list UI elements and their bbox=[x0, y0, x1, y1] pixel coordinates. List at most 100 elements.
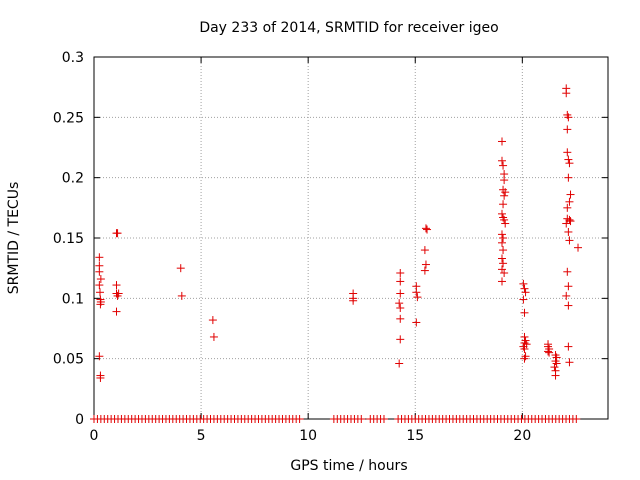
data-point bbox=[565, 236, 574, 245]
data-point bbox=[551, 371, 560, 380]
data-point bbox=[396, 277, 405, 286]
y-tick-labels: 0 0.05 0.1 0.15 0.2 0.25 0.3 bbox=[53, 50, 84, 428]
data-point bbox=[520, 284, 529, 293]
data-point bbox=[423, 225, 432, 234]
data-point bbox=[112, 281, 121, 290]
chart-title: Day 233 of 2014, SRMTID for receiver ige… bbox=[199, 20, 498, 36]
data-point bbox=[565, 358, 574, 367]
data-points bbox=[90, 84, 583, 423]
data-point bbox=[564, 301, 573, 310]
y-tick-label: 0.2 bbox=[62, 171, 84, 187]
data-point bbox=[379, 415, 388, 423]
x-tick-labels: 0 5 10 15 20 bbox=[90, 428, 532, 444]
data-point bbox=[564, 113, 573, 122]
data-point bbox=[545, 348, 554, 357]
data-point bbox=[420, 246, 429, 255]
y-tick-label: 0.1 bbox=[62, 291, 84, 307]
y-tick-label: 0.05 bbox=[53, 352, 84, 368]
data-point bbox=[208, 316, 217, 325]
data-point bbox=[552, 359, 561, 368]
data-point bbox=[563, 125, 572, 134]
data-point bbox=[177, 291, 186, 300]
data-point bbox=[500, 215, 509, 224]
data-point bbox=[497, 209, 506, 218]
data-point bbox=[396, 268, 405, 277]
data-point bbox=[550, 363, 559, 372]
data-point bbox=[520, 345, 529, 354]
data-point bbox=[497, 238, 506, 247]
data-point bbox=[396, 289, 405, 298]
data-point bbox=[499, 234, 508, 242]
data-point bbox=[396, 335, 405, 344]
plot-area-frame bbox=[93, 56, 609, 420]
x-tick-label: 10 bbox=[299, 428, 317, 444]
data-point bbox=[544, 347, 553, 356]
y-tick-label: 0 bbox=[75, 412, 84, 428]
data-point bbox=[420, 266, 429, 275]
data-point bbox=[497, 137, 506, 146]
data-point bbox=[519, 295, 528, 304]
data-point bbox=[501, 188, 510, 197]
data-point bbox=[176, 264, 185, 273]
data-point bbox=[566, 217, 575, 226]
data-point bbox=[564, 342, 573, 351]
data-point bbox=[574, 243, 583, 252]
data-point bbox=[396, 314, 405, 323]
data-point bbox=[96, 373, 105, 382]
data-point bbox=[564, 227, 573, 236]
data-point bbox=[412, 288, 421, 297]
data-point bbox=[497, 156, 506, 165]
data-point bbox=[521, 288, 530, 297]
data-point bbox=[562, 89, 571, 98]
data-point bbox=[497, 277, 506, 286]
data-point bbox=[563, 148, 572, 157]
data-point bbox=[500, 176, 509, 185]
axis-ticks bbox=[93, 56, 608, 420]
data-point bbox=[357, 415, 366, 423]
y-tick-label: 0.15 bbox=[53, 231, 84, 247]
data-point bbox=[565, 197, 574, 206]
y-tick-label: 0.25 bbox=[53, 110, 84, 126]
data-point bbox=[565, 215, 574, 224]
data-point bbox=[95, 267, 104, 276]
data-point bbox=[421, 260, 430, 269]
data-point bbox=[520, 354, 529, 363]
data-point bbox=[95, 352, 104, 361]
data-point bbox=[96, 275, 105, 284]
data-point bbox=[95, 281, 104, 290]
data-point bbox=[565, 159, 574, 168]
data-point bbox=[113, 229, 122, 238]
data-point bbox=[566, 190, 575, 199]
grid-lines bbox=[94, 57, 608, 419]
data-point bbox=[500, 191, 509, 200]
y-tick-label: 0.3 bbox=[62, 50, 84, 66]
data-point bbox=[562, 291, 571, 300]
data-point bbox=[112, 307, 121, 316]
data-point bbox=[395, 359, 404, 368]
data-point bbox=[564, 282, 573, 291]
data-point bbox=[520, 308, 529, 317]
x-tick-label: 0 bbox=[90, 428, 99, 444]
data-point bbox=[499, 200, 508, 209]
data-point bbox=[562, 219, 571, 228]
data-point bbox=[413, 293, 422, 302]
data-point bbox=[572, 415, 581, 423]
data-point bbox=[499, 259, 508, 268]
data-point bbox=[564, 155, 573, 164]
data-point bbox=[421, 224, 430, 233]
data-point bbox=[497, 230, 506, 239]
x-axis-label: GPS time / hours bbox=[290, 458, 407, 474]
data-point bbox=[497, 254, 506, 263]
x-tick-label: 15 bbox=[406, 428, 424, 444]
data-point bbox=[95, 288, 104, 297]
data-point bbox=[501, 219, 510, 228]
data-point bbox=[96, 297, 105, 306]
data-point bbox=[349, 296, 358, 305]
data-point bbox=[95, 253, 104, 262]
data-point bbox=[412, 318, 421, 327]
data-point bbox=[497, 265, 506, 274]
data-point bbox=[563, 267, 572, 276]
x-tick-label: 20 bbox=[513, 428, 531, 444]
data-point bbox=[395, 299, 404, 308]
